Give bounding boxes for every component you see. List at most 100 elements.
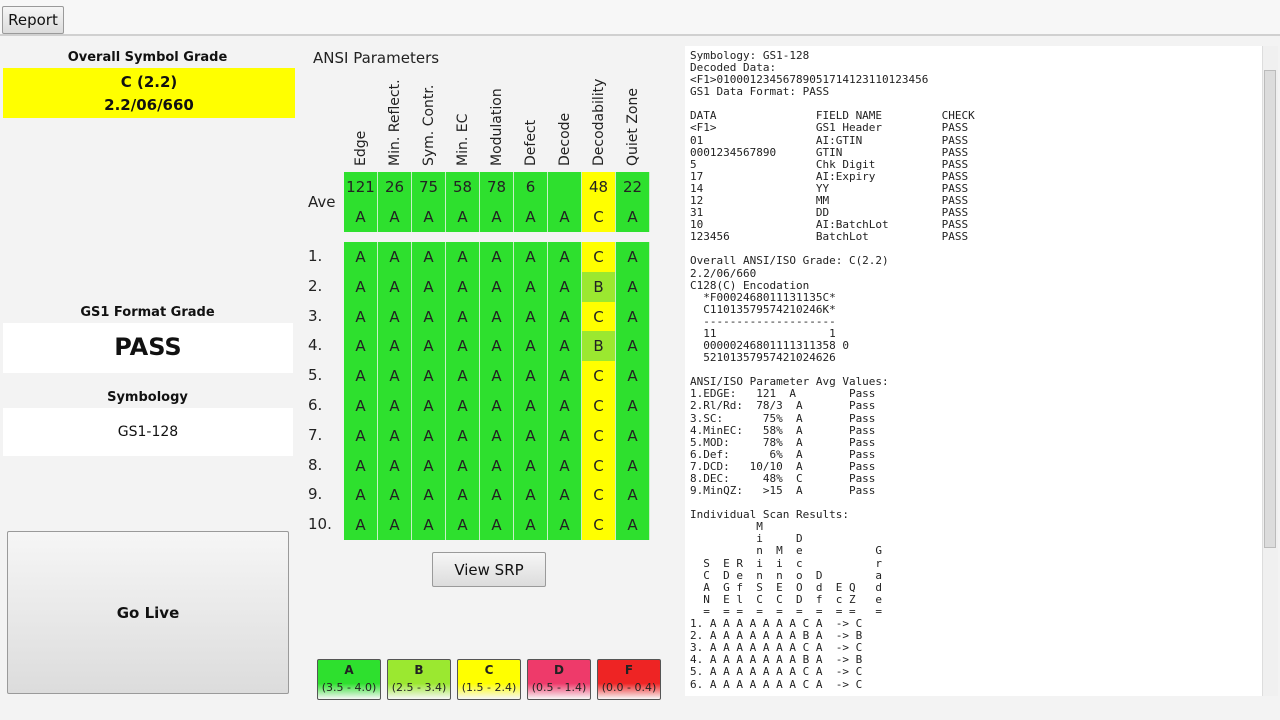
- report-scroll-thumb[interactable]: [1264, 70, 1276, 548]
- symbology-box: [3, 408, 293, 456]
- grade-cell: A: [344, 271, 378, 302]
- grade-cell: A: [548, 480, 582, 511]
- legend-item: B (2.5 - 3.4): [387, 659, 451, 700]
- grade-cell: A: [378, 391, 412, 421]
- report-line: N E l C C D f c Z e: [690, 592, 883, 606]
- grade-cell: A: [378, 510, 412, 541]
- grade-cell: B: [582, 271, 616, 302]
- row-label: 6.: [308, 396, 323, 414]
- grade-cell: A: [514, 331, 548, 362]
- grade-cell: A: [446, 420, 480, 451]
- legend-grade: B: [414, 663, 424, 677]
- gs1-format-box: [3, 323, 293, 373]
- report-line: C11013579574210246K*: [690, 302, 836, 316]
- grade-cell: A: [412, 361, 446, 392]
- grade-cell: A: [616, 331, 650, 362]
- legend-range: (2.5 - 3.4): [391, 681, 447, 694]
- grade-cell: A: [514, 361, 548, 392]
- report-line: 31 DD PASS: [690, 206, 969, 220]
- report-line: GS1 Data Format: PASS: [690, 85, 830, 99]
- report-line: 6.Def: 6% A Pass: [690, 447, 876, 461]
- ave-value: 58: [446, 172, 480, 202]
- ave-grade: C: [582, 202, 616, 232]
- view-srp-button[interactable]: View SRP: [432, 552, 546, 587]
- legend-grade: A: [344, 663, 354, 677]
- grade-cell: A: [378, 420, 412, 451]
- grade-cell: A: [548, 242, 582, 272]
- ave-grade: A: [616, 202, 650, 232]
- report-line: 10 AI:BatchLot PASS: [690, 218, 969, 232]
- grade-cell: B: [582, 331, 616, 362]
- ave-value: 6: [514, 172, 548, 202]
- grade-cell: C: [582, 361, 616, 392]
- ave-value: 26: [378, 172, 412, 202]
- row-label: 9.: [308, 485, 323, 504]
- report-line: = = = = = = = = = =: [690, 604, 883, 618]
- grade-cell: A: [548, 331, 582, 362]
- grade-cell: A: [412, 301, 446, 332]
- grade-cell: A: [446, 242, 480, 272]
- report-line: 2.2/06/660: [690, 266, 757, 280]
- grade-cell: A: [446, 480, 480, 511]
- grade-cell: A: [480, 361, 514, 392]
- gs1-format-value: PASS: [114, 333, 182, 361]
- grade-cell: A: [616, 450, 650, 481]
- grade-cell: A: [548, 301, 582, 332]
- column-header: Min. Reflect.: [387, 79, 403, 166]
- report-line: 7.DCD: 10/10 A Pass: [690, 459, 876, 473]
- grade-cell: A: [514, 510, 548, 541]
- ave-grade: A: [514, 202, 548, 232]
- report-line: 00000246801111311358 0: [690, 339, 849, 353]
- report-button[interactable]: Report: [2, 6, 64, 34]
- report-line: 4.MinEC: 58% A Pass: [690, 423, 876, 437]
- report-section: Individual Scan Results: M i D n M e G S…: [690, 508, 1260, 691]
- ave-value: 121: [344, 172, 378, 202]
- grade-cell: A: [616, 242, 650, 272]
- grade-cell: C: [582, 420, 616, 451]
- report-line: Individual Scan Results:: [690, 508, 849, 522]
- grade-cell: A: [548, 420, 582, 451]
- overall-grade-label: Overall Symbol Grade: [67, 50, 228, 65]
- grade-cell: C: [582, 480, 616, 511]
- grade-cell: A: [548, 510, 582, 541]
- row-label: 5.: [308, 366, 323, 385]
- report-line: 9.MinQZ: >15 A Pass: [690, 484, 876, 498]
- legend-grade: D: [554, 663, 564, 677]
- grade-cell: A: [616, 301, 650, 332]
- grade-cell: A: [344, 242, 378, 272]
- grid-scrollbar: [653, 244, 663, 536]
- report-section: Symbology: GS1-128 Decoded Data: <F1>01000…: [690, 50, 1260, 98]
- overall-grade-detail: 2.2/06/660: [104, 96, 194, 114]
- report-line: C128(C) Encodation: [690, 278, 810, 292]
- row-label: 10.: [308, 515, 332, 534]
- column-header: Edge: [353, 130, 369, 166]
- ave-grade: A: [344, 202, 378, 232]
- grade-cell: A: [412, 510, 446, 541]
- report-line: *F0002468011131135C*: [690, 290, 836, 304]
- grade-cell: A: [480, 301, 514, 332]
- report-line: 123456 BatchLot PASS: [690, 230, 969, 244]
- report-line: 1.EDGE: 121 A Pass: [690, 387, 876, 401]
- row-label: 4.: [308, 336, 323, 355]
- legend-item: A (3.5 - 4.0): [317, 659, 381, 700]
- grade-cell: C: [582, 242, 616, 272]
- legend-range: (0.0 - 0.4): [601, 681, 657, 694]
- report-section: Overall ANSI/ISO Grade: C(2.2) 2.2/06/660…: [690, 255, 1260, 364]
- grade-cell: A: [378, 361, 412, 392]
- grade-cell: A: [446, 361, 480, 392]
- grade-cell: A: [616, 510, 650, 541]
- grade-cell: A: [480, 480, 514, 511]
- column-header: Min. EC: [455, 113, 471, 166]
- overall-grade: C (2.2): [120, 73, 178, 91]
- report-line: M: [690, 520, 763, 534]
- report-line: 2. A A A A A A A B A -> B: [690, 629, 863, 643]
- go-live-button[interactable]: Go Live: [7, 531, 289, 694]
- grade-cell: A: [378, 450, 412, 481]
- grade-cell: A: [480, 242, 514, 272]
- report-line: A G f S E O d E Q d: [690, 580, 883, 594]
- ave-grade: A: [446, 202, 480, 232]
- gs1-format-label: GS1 Format Grade: [80, 305, 215, 320]
- grade-cell: A: [412, 420, 446, 451]
- ave-grade: A: [480, 202, 514, 232]
- legend-range: (0.5 - 1.4): [531, 681, 587, 694]
